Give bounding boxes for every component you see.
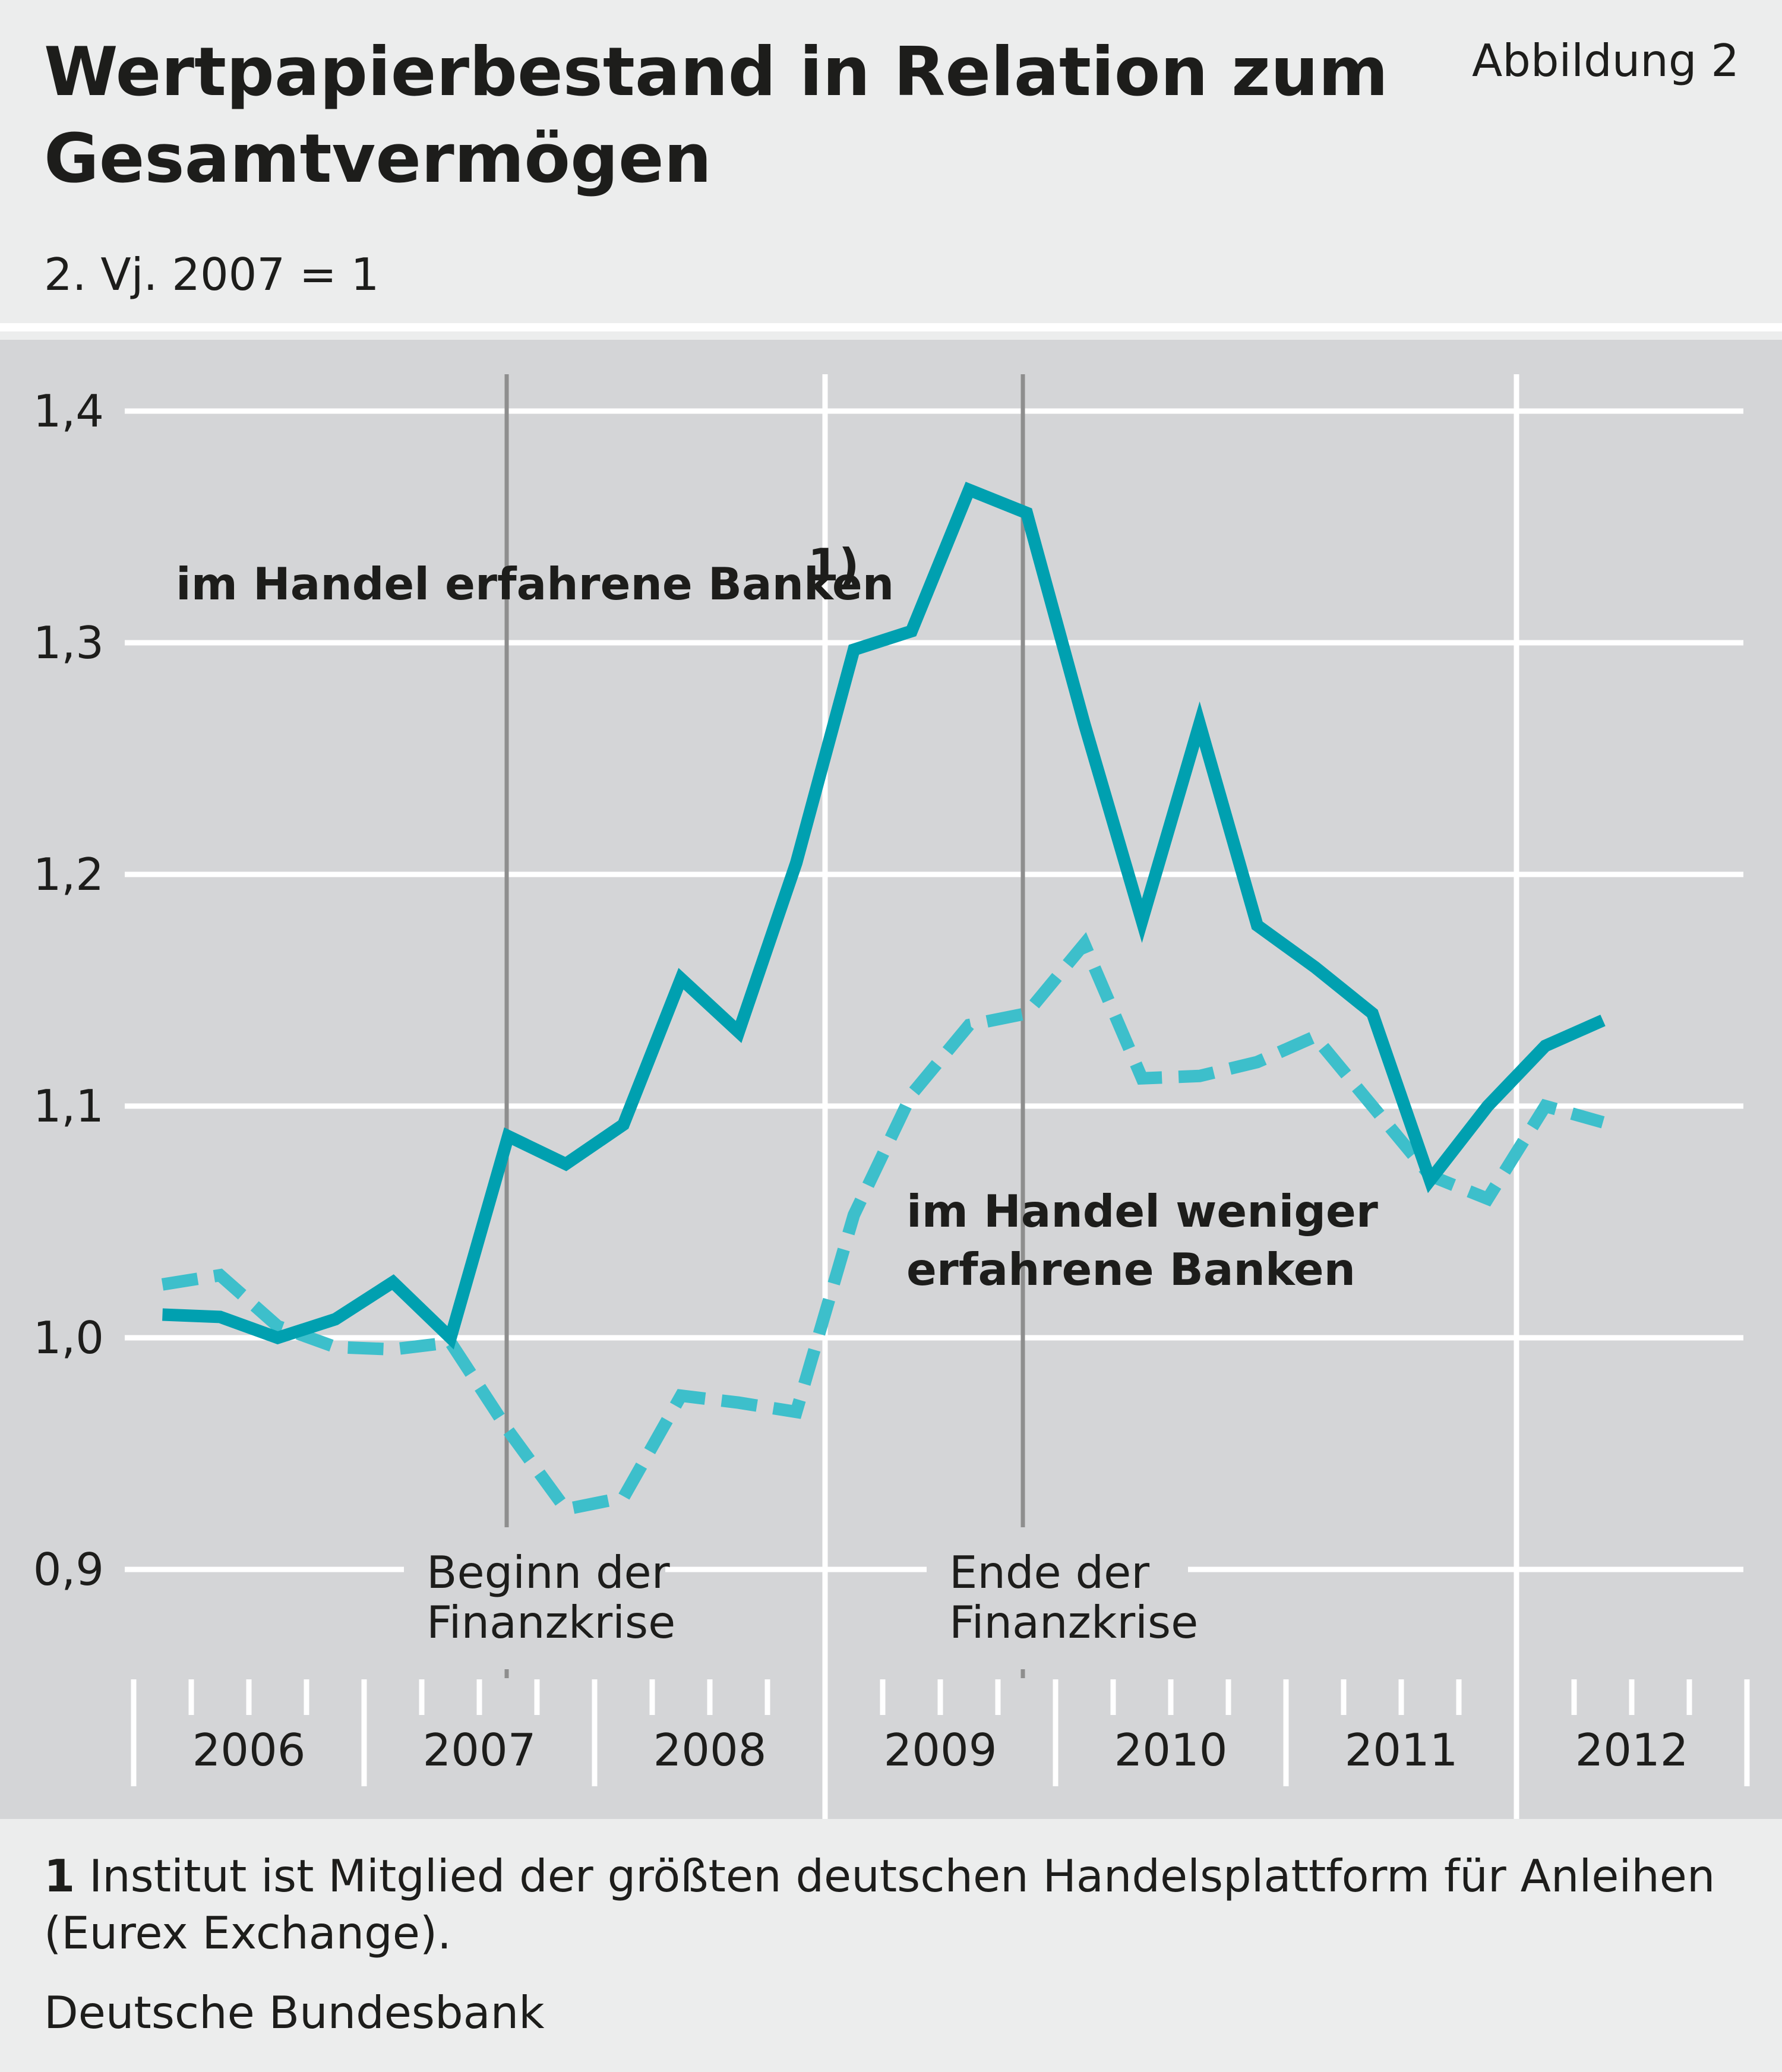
y-tick-label: 1,4 (33, 385, 104, 437)
header-divider (0, 323, 1782, 331)
series-label-weniger-erfahrene: im Handel weniger (906, 1185, 1378, 1237)
y-axis-ticks: 1,4 1,3 1,2 1,1 1,0 0,9 (33, 385, 104, 1596)
series-label-erfahrene: im Handel erfahrene Banken (176, 558, 894, 610)
annotation-bg (404, 1549, 665, 1596)
x-year-label: 2008 (653, 1724, 767, 1776)
annotation-label: Finanzkrise (949, 1596, 1198, 1648)
annotation-bg (927, 1549, 1188, 1596)
x-year-label: 2011 (1345, 1724, 1458, 1776)
series-label-weniger-erfahrene: erfahrene Banken (906, 1243, 1356, 1296)
series-lines (161, 481, 1606, 1517)
y-tick-label: 1,1 (33, 1080, 104, 1132)
x-year-label: 2006 (192, 1724, 306, 1776)
source-credit: Deutsche Bundesbank (44, 1986, 545, 2039)
series-line-erfahrene (162, 481, 1606, 1350)
line-chart: 1,41,31,21,11,00,9 2006 2007 2008 2009 2010 2… (33, 374, 1750, 1819)
annotation-label: Beginn der (426, 1546, 670, 1599)
plot-panel (0, 340, 1782, 1819)
footnote-number: 1 (44, 1850, 75, 1902)
chart-subtitle: 2. Vj. 2007 = 1 (44, 248, 380, 301)
y-tick-label: 1,3 (33, 617, 104, 669)
annotation-label: Finanzkrise (426, 1596, 675, 1648)
x-year-label: 2009 (884, 1724, 997, 1776)
chart-title: Wertpapierbestand in Relation zum Gesamt… (44, 33, 1389, 198)
y-tick-label: 1,0 (33, 1312, 104, 1364)
x-axis: 2006 2007 2008 2009 2010 2011 2012 (131, 1679, 1750, 1786)
x-year-label: 2007 (423, 1724, 536, 1776)
series-line-weniger-erfahrene (161, 932, 1605, 1517)
x-year-label: 2010 (1114, 1724, 1228, 1776)
series-label-superscript: 1) (808, 539, 859, 591)
figure-label: Abbildung 2 (1471, 34, 1739, 87)
y-tick-label: 0,9 (33, 1543, 104, 1596)
x-year-label: 2012 (1575, 1724, 1689, 1776)
footnote: 1 Institut ist Mitglied der größten deut… (44, 1847, 1749, 1962)
y-tick-label: 1,2 (33, 848, 104, 901)
footnote-text: Institut ist Mitglied der größten deutsc… (44, 1850, 1715, 1959)
annotation-label: Ende der (949, 1546, 1149, 1599)
crisis-markers (504, 374, 1025, 1678)
